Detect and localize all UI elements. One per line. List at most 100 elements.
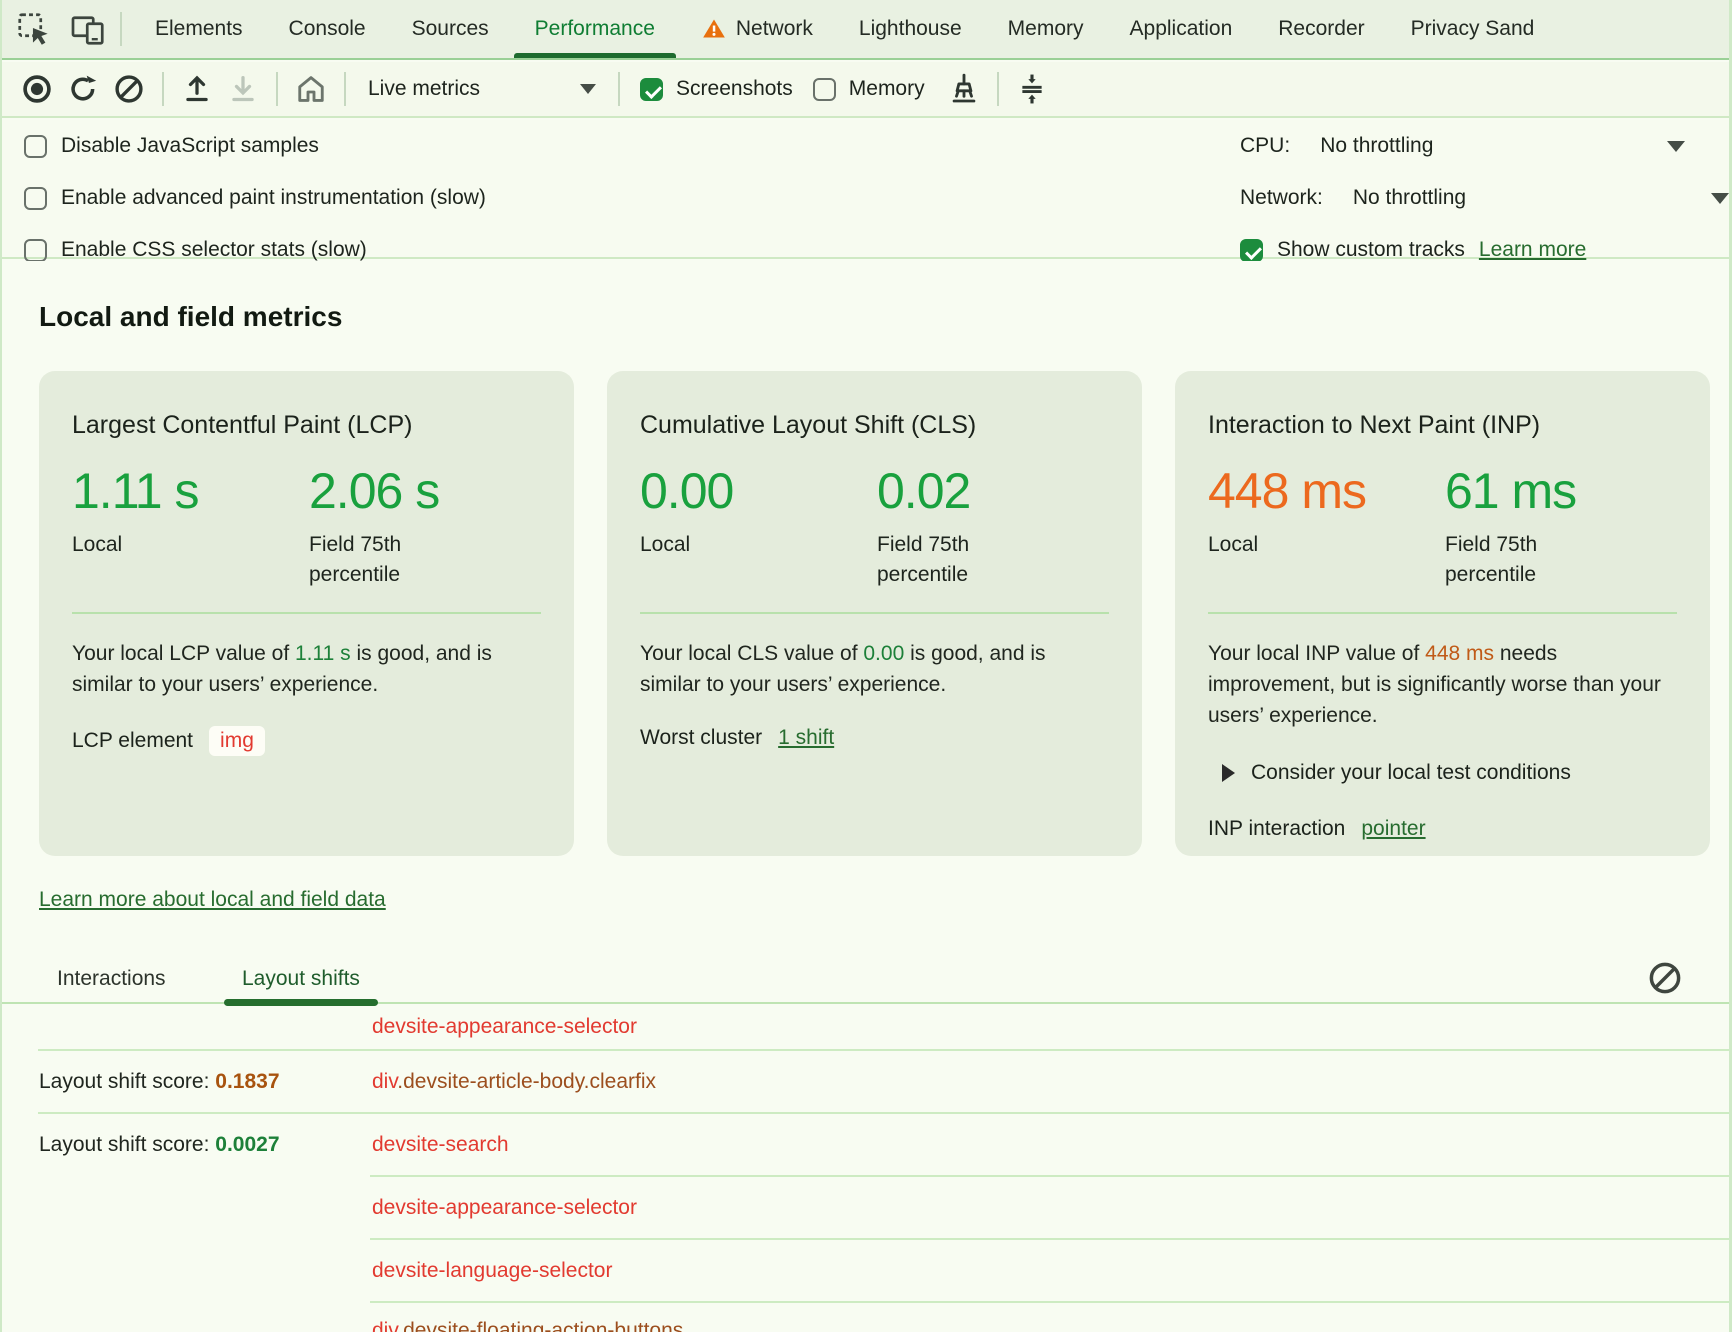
memory-label: Memory bbox=[848, 77, 925, 100]
layout-shift-row[interactable]: div.devsite-floating-action-buttons bbox=[2, 1303, 1729, 1332]
score-label: Layout shift score: bbox=[39, 1132, 216, 1156]
lcp-element-link[interactable]: img bbox=[209, 726, 265, 756]
element-link[interactable]: devsite-search bbox=[372, 1132, 509, 1156]
advanced-paint-instrumentation-checkbox[interactable]: Enable advanced paint instrumentation (s… bbox=[24, 172, 486, 224]
home-icon[interactable] bbox=[288, 67, 334, 111]
page-title: Local and field metrics bbox=[39, 301, 343, 332]
layout-shift-row[interactable]: devsite-language-selector bbox=[2, 1240, 1729, 1301]
performance-toolbar: Live metrics Screenshots Memory bbox=[2, 62, 1729, 118]
load-profile-icon[interactable] bbox=[174, 67, 220, 111]
metric-cards: Largest Contentful Paint (LCP) 1.11 s Lo… bbox=[39, 371, 1729, 856]
tab-privacy-sandbox[interactable]: Privacy Sand bbox=[1388, 0, 1558, 58]
shift-score: Layout shift score: 0.0027 bbox=[39, 1133, 372, 1157]
tab-memory[interactable]: Memory bbox=[985, 0, 1107, 58]
worst-cluster-label: Worst cluster bbox=[640, 726, 763, 749]
live-metrics-view: Local and field metrics Largest Contentf… bbox=[2, 261, 1729, 1332]
desc-text: is good, and is similar to your users’ e… bbox=[72, 642, 492, 696]
logs-tab-bar: Interactions Layout shifts bbox=[2, 954, 1729, 1006]
field-label: Field 75th percentile bbox=[309, 533, 402, 586]
desc-value: 1.11 s bbox=[294, 642, 351, 665]
desc-value: 0.00 bbox=[863, 642, 905, 665]
disable-js-samples-checkbox[interactable]: Disable JavaScript samples bbox=[24, 120, 486, 172]
settings-throttling-column: CPU: No throttling Network: No throttlin… bbox=[1240, 120, 1729, 276]
tab-label: Privacy Sand bbox=[1410, 17, 1535, 40]
tab-performance[interactable]: Performance bbox=[512, 0, 678, 58]
desc-value: 448 ms bbox=[1425, 642, 1495, 665]
tab-label: Network bbox=[735, 17, 813, 40]
inspect-element-icon[interactable] bbox=[12, 7, 56, 51]
element-tag: div bbox=[372, 1319, 398, 1332]
tab-interactions[interactable]: Interactions bbox=[39, 954, 184, 1004]
clear-icon[interactable] bbox=[106, 67, 152, 111]
toolbar-divider bbox=[618, 72, 621, 106]
save-profile-icon[interactable] bbox=[220, 67, 266, 111]
layout-shift-row[interactable]: Layout shift score: 0.1837 div.devsite-a… bbox=[2, 1051, 1729, 1112]
device-toolbar-icon[interactable] bbox=[66, 7, 110, 51]
row-divider bbox=[370, 1238, 1729, 1240]
tab-sources[interactable]: Sources bbox=[389, 0, 512, 58]
element-link[interactable]: devsite-appearance-selector bbox=[372, 1014, 637, 1038]
element-link[interactable]: div.devsite-article-body.clearfix bbox=[372, 1070, 656, 1094]
learn-more-field-data-link[interactable]: Learn more about local and field data bbox=[39, 888, 386, 911]
memory-checkbox[interactable]: Memory bbox=[803, 77, 935, 101]
local-test-conditions-disclosure[interactable]: Consider your local test conditions bbox=[1222, 761, 1677, 785]
record-and-reload-icon[interactable] bbox=[60, 67, 106, 111]
tab-label: Memory bbox=[1007, 17, 1084, 40]
clear-log-icon[interactable] bbox=[1645, 958, 1685, 998]
card-divider bbox=[640, 612, 1109, 614]
tab-console[interactable]: Console bbox=[266, 0, 389, 58]
lcp-card: Largest Contentful Paint (LCP) 1.11 s Lo… bbox=[39, 371, 574, 856]
record-icon[interactable] bbox=[14, 67, 60, 111]
desc-text: is good, and is similar to your users’ e… bbox=[640, 642, 1046, 696]
cpu-throttling-select[interactable]: CPU: No throttling bbox=[1240, 120, 1723, 172]
network-throttling-select[interactable]: Network: No throttling bbox=[1240, 172, 1729, 224]
element-tag: div bbox=[372, 1069, 398, 1093]
layout-shift-row[interactable]: Layout shift score: 0.0027 devsite-searc… bbox=[2, 1114, 1729, 1175]
worst-cluster-link[interactable]: 1 shift bbox=[778, 726, 835, 749]
element-link[interactable]: devsite-language-selector bbox=[372, 1258, 613, 1282]
tab-application[interactable]: Application bbox=[1107, 0, 1256, 58]
screenshots-checkbox[interactable]: Screenshots bbox=[630, 77, 803, 101]
inp-interaction-label: INP interaction bbox=[1208, 817, 1346, 840]
checkbox-unchecked-icon bbox=[24, 134, 47, 158]
tab-label: Application bbox=[1129, 17, 1233, 40]
element-link[interactable]: devsite-appearance-selector bbox=[372, 1195, 637, 1219]
score-value: 0.0027 bbox=[215, 1132, 280, 1156]
custom-tracks-learn-more-link[interactable]: Learn more bbox=[1478, 238, 1587, 261]
checkbox-unchecked-icon bbox=[24, 238, 47, 262]
collapse-panel-icon[interactable] bbox=[1009, 67, 1055, 111]
score-label: Layout shift score: bbox=[39, 1069, 216, 1093]
css-selector-stats-checkbox[interactable]: Enable CSS selector stats (slow) bbox=[24, 224, 486, 276]
tab-recorder[interactable]: Recorder bbox=[1255, 0, 1387, 58]
tab-label: Lighthouse bbox=[858, 17, 962, 40]
custom-tracks-label: Show custom tracks bbox=[1277, 238, 1465, 261]
local-label: Local bbox=[72, 533, 123, 556]
collect-garbage-icon[interactable] bbox=[941, 67, 987, 111]
checkbox-checked-icon[interactable] bbox=[1240, 238, 1263, 262]
inp-field-value: 61 ms bbox=[1445, 463, 1577, 519]
toolbar-divider bbox=[120, 12, 122, 46]
card-divider bbox=[72, 612, 541, 614]
inp-card: Interaction to Next Paint (INP) 448 ms L… bbox=[1175, 371, 1710, 856]
cls-field-value: 0.02 bbox=[877, 463, 971, 519]
layout-shift-row[interactable]: devsite-appearance-selector bbox=[2, 1177, 1729, 1238]
layout-shift-row[interactable]: devsite-appearance-selector bbox=[2, 1004, 1729, 1049]
desc-text: Your local LCP value of bbox=[72, 642, 295, 665]
tab-label: Performance bbox=[534, 17, 655, 40]
tab-network[interactable]: Network bbox=[678, 0, 836, 58]
element-link[interactable]: div.devsite-floating-action-buttons bbox=[372, 1319, 683, 1332]
layout-shifts-list: devsite-appearance-selector Layout shift… bbox=[2, 1004, 1729, 1332]
toolbar-divider bbox=[344, 72, 346, 106]
cls-card: Cumulative Layout Shift (CLS) 0.00 Local… bbox=[607, 371, 1142, 856]
inp-interaction-link[interactable]: pointer bbox=[1361, 817, 1426, 840]
capture-settings: Disable JavaScript samples Enable advanc… bbox=[2, 120, 1729, 262]
lcp-description: Your local LCP value of 1.11 s is good, … bbox=[72, 638, 541, 700]
shift-score: Layout shift score: 0.1837 bbox=[39, 1070, 372, 1094]
checkbox-label: Enable CSS selector stats (slow) bbox=[61, 238, 367, 261]
live-metrics-dropdown[interactable]: Live metrics bbox=[356, 77, 608, 101]
tab-label: Elements bbox=[155, 17, 243, 40]
tab-elements[interactable]: Elements bbox=[132, 0, 266, 58]
tab-layout-shifts[interactable]: Layout shifts bbox=[224, 954, 378, 1006]
chevron-down-icon bbox=[1711, 192, 1729, 204]
tab-lighthouse[interactable]: Lighthouse bbox=[836, 0, 985, 58]
